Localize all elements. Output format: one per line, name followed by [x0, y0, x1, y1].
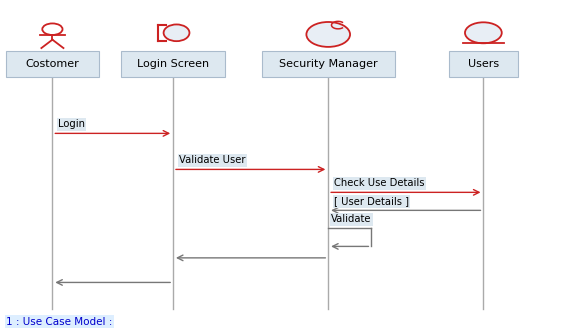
Text: [ User Details ]: [ User Details ] — [334, 196, 409, 206]
Text: Validate User: Validate User — [179, 156, 245, 165]
Ellipse shape — [164, 24, 190, 41]
FancyBboxPatch shape — [449, 51, 518, 77]
Text: Login: Login — [58, 119, 85, 129]
Text: Users: Users — [468, 59, 499, 69]
Circle shape — [306, 22, 350, 47]
Text: Costomer: Costomer — [25, 59, 79, 69]
Text: Security Manager: Security Manager — [279, 59, 377, 69]
Text: Validate: Validate — [331, 215, 372, 224]
FancyBboxPatch shape — [121, 51, 225, 77]
Text: 1 : Use Case Model :: 1 : Use Case Model : — [6, 317, 113, 327]
Circle shape — [465, 22, 502, 43]
FancyBboxPatch shape — [262, 51, 395, 77]
FancyBboxPatch shape — [6, 51, 98, 77]
Text: Check Use Details: Check Use Details — [334, 178, 425, 189]
Text: Login Screen: Login Screen — [137, 59, 209, 69]
